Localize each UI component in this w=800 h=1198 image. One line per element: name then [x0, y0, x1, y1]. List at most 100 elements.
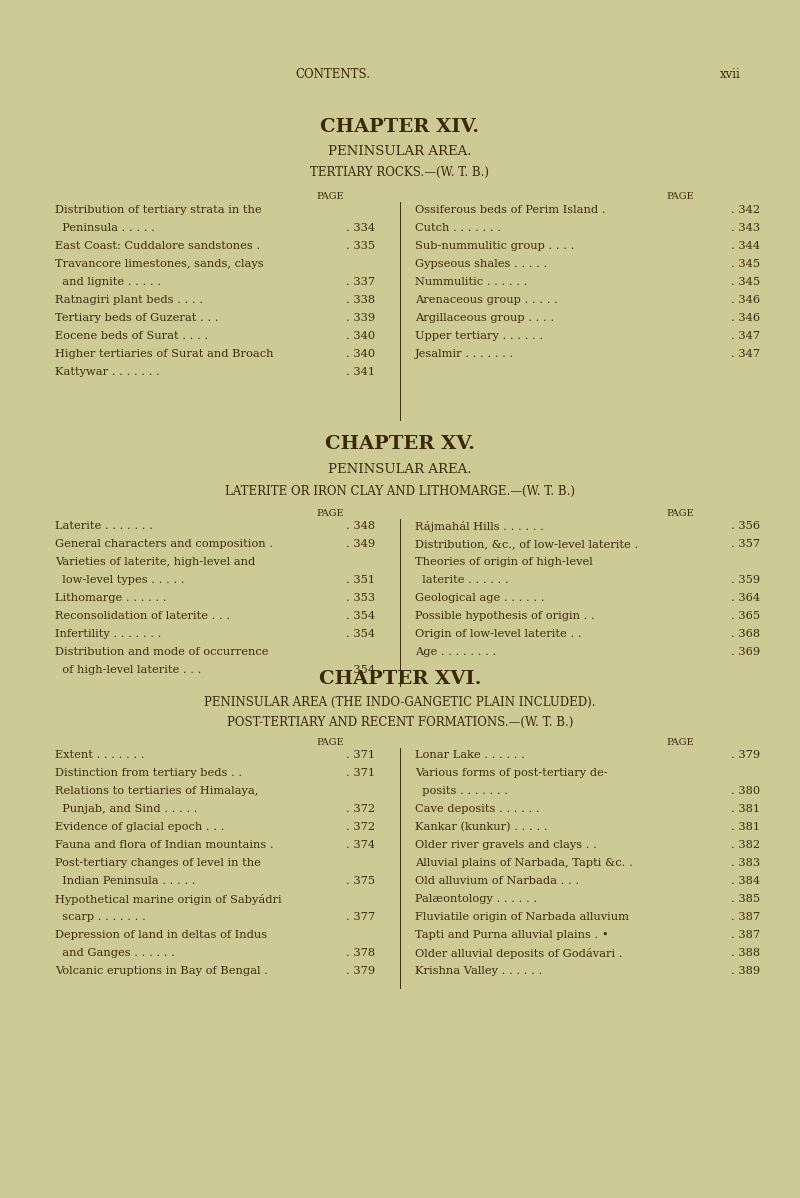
Text: . 345: . 345	[731, 277, 760, 288]
Text: Fauna and flora of Indian mountains .: Fauna and flora of Indian mountains .	[55, 840, 274, 851]
Text: . 359: . 359	[731, 575, 760, 585]
Text: Distribution of tertiary strata in the: Distribution of tertiary strata in the	[55, 205, 262, 214]
Text: . 380: . 380	[731, 786, 760, 795]
Text: . 371: . 371	[346, 768, 375, 778]
Text: Distinction from tertiary beds . .: Distinction from tertiary beds . .	[55, 768, 246, 778]
Text: TERTIARY ROCKS.—(W. T. B.): TERTIARY ROCKS.—(W. T. B.)	[310, 167, 490, 179]
Text: Rájmahál Hills . . . . . .: Rájmahál Hills . . . . . .	[415, 521, 544, 532]
Text: Older alluvial deposits of Godávari .: Older alluvial deposits of Godávari .	[415, 948, 622, 960]
Text: Origin of low-level laterite . .: Origin of low-level laterite . .	[415, 629, 582, 639]
Text: . 379: . 379	[731, 750, 760, 760]
Text: Indian Peninsula . . . . .: Indian Peninsula . . . . .	[55, 876, 195, 887]
Text: Fluviatile origin of Narbada alluvium: Fluviatile origin of Narbada alluvium	[415, 912, 629, 922]
Text: xvii: xvii	[720, 68, 741, 81]
Text: . 365: . 365	[731, 611, 760, 621]
Text: . 388: . 388	[731, 948, 760, 958]
Text: . 340: . 340	[346, 331, 375, 341]
Text: Theories of origin of high-level: Theories of origin of high-level	[415, 557, 593, 567]
Text: Possible hypothesis of origin . .: Possible hypothesis of origin . .	[415, 611, 594, 621]
Text: . 342: . 342	[731, 205, 760, 214]
Text: . 346: . 346	[731, 295, 760, 305]
Text: Gypseous shales . . . . .: Gypseous shales . . . . .	[415, 259, 547, 270]
Text: Eocene beds of Surat . . . .: Eocene beds of Surat . . . .	[55, 331, 208, 341]
Text: . 343: . 343	[731, 223, 760, 232]
Text: Distribution, &c., of low-level laterite .: Distribution, &c., of low-level laterite…	[415, 539, 638, 549]
Text: Cutch . . . . . . .: Cutch . . . . . . .	[415, 223, 501, 232]
Text: . 354: . 354	[346, 665, 375, 674]
Text: low-level types . . . . .: low-level types . . . . .	[55, 575, 185, 585]
Text: CONTENTS.: CONTENTS.	[295, 68, 370, 81]
Text: Punjab, and Sind . . . . .: Punjab, and Sind . . . . .	[55, 804, 198, 813]
Text: PAGE: PAGE	[316, 738, 344, 748]
Text: Infertility . . . . . . .: Infertility . . . . . . .	[55, 629, 162, 639]
Text: . 387: . 387	[731, 912, 760, 922]
Text: Jesalmir . . . . . . .: Jesalmir . . . . . . .	[415, 349, 514, 359]
Text: . 379: . 379	[346, 966, 375, 976]
Text: . 348: . 348	[346, 521, 375, 531]
Text: POST-TERTIARY AND RECENT FORMATIONS.—(W. T. B.): POST-TERTIARY AND RECENT FORMATIONS.—(W.…	[227, 716, 573, 730]
Text: . 369: . 369	[731, 647, 760, 657]
Text: . 378: . 378	[346, 948, 375, 958]
Text: Cave deposits . . . . . .: Cave deposits . . . . . .	[415, 804, 540, 813]
Text: and Ganges . . . . . .: and Ganges . . . . . .	[55, 948, 175, 958]
Text: Evidence of glacial epoch . . .: Evidence of glacial epoch . . .	[55, 822, 224, 831]
Text: . 374: . 374	[346, 840, 375, 851]
Text: scarp . . . . . . .: scarp . . . . . . .	[55, 912, 146, 922]
Text: . 387: . 387	[731, 930, 760, 940]
Text: . 341: . 341	[346, 367, 375, 377]
Text: Alluvial plains of Narbada, Tapti &c. .: Alluvial plains of Narbada, Tapti &c. .	[415, 858, 633, 869]
Text: Age . . . . . . . .: Age . . . . . . . .	[415, 647, 496, 657]
Text: Sub-nummulitic group . . . .: Sub-nummulitic group . . . .	[415, 241, 574, 252]
Text: . 372: . 372	[346, 822, 375, 831]
Text: . 357: . 357	[731, 539, 760, 549]
Text: . 351: . 351	[346, 575, 375, 585]
Text: PENINSULAR AREA (THE INDO-GANGETIC PLAIN INCLUDED).: PENINSULAR AREA (THE INDO-GANGETIC PLAIN…	[204, 696, 596, 709]
Text: . 334: . 334	[346, 223, 375, 232]
Text: Ratnagiri plant beds . . . .: Ratnagiri plant beds . . . .	[55, 295, 203, 305]
Text: Travancore limestones, sands, clays: Travancore limestones, sands, clays	[55, 259, 264, 270]
Text: PAGE: PAGE	[666, 509, 694, 518]
Text: . 377: . 377	[346, 912, 375, 922]
Text: PENINSULAR AREA.: PENINSULAR AREA.	[328, 145, 472, 158]
Text: CHAPTER XV.: CHAPTER XV.	[325, 435, 475, 453]
Text: . 371: . 371	[346, 750, 375, 760]
Text: . 340: . 340	[346, 349, 375, 359]
Text: Depression of land in deltas of Indus: Depression of land in deltas of Indus	[55, 930, 267, 940]
Text: Varieties of laterite, high-level and: Varieties of laterite, high-level and	[55, 557, 255, 567]
Text: of high-level laterite . . .: of high-level laterite . . .	[55, 665, 202, 674]
Text: . 389: . 389	[731, 966, 760, 976]
Text: Post-tertiary changes of level in the: Post-tertiary changes of level in the	[55, 858, 261, 869]
Text: . 346: . 346	[731, 313, 760, 323]
Text: Palæontology . . . . . .: Palæontology . . . . . .	[415, 894, 537, 904]
Text: . 349: . 349	[346, 539, 375, 549]
Text: . 335: . 335	[346, 241, 375, 252]
Text: Older river gravels and clays . .: Older river gravels and clays . .	[415, 840, 597, 851]
Text: . 353: . 353	[346, 593, 375, 603]
Text: . 347: . 347	[731, 331, 760, 341]
Text: . 372: . 372	[346, 804, 375, 813]
Text: East Coast: Cuddalore sandstones .: East Coast: Cuddalore sandstones .	[55, 241, 264, 252]
Text: Kankar (kunkur) . . . . .: Kankar (kunkur) . . . . .	[415, 822, 547, 833]
Text: Old alluvium of Narbada . . .: Old alluvium of Narbada . . .	[415, 876, 579, 887]
Text: . 356: . 356	[731, 521, 760, 531]
Text: Kattywar . . . . . . .: Kattywar . . . . . . .	[55, 367, 160, 377]
Text: . 345: . 345	[731, 259, 760, 270]
Text: laterite . . . . . .: laterite . . . . . .	[415, 575, 509, 585]
Text: . 384: . 384	[731, 876, 760, 887]
Text: Distribution and mode of occurrence: Distribution and mode of occurrence	[55, 647, 269, 657]
Text: . 382: . 382	[731, 840, 760, 851]
Text: . 381: . 381	[731, 804, 760, 813]
Text: . 354: . 354	[346, 611, 375, 621]
Text: Geological age . . . . . .: Geological age . . . . . .	[415, 593, 545, 603]
Text: Ossiferous beds of Perim Island .: Ossiferous beds of Perim Island .	[415, 205, 609, 214]
Text: PENINSULAR AREA.: PENINSULAR AREA.	[328, 462, 472, 476]
Text: . 375: . 375	[346, 876, 375, 887]
Text: Various forms of post-tertiary de-: Various forms of post-tertiary de-	[415, 768, 608, 778]
Text: CHAPTER XVI.: CHAPTER XVI.	[318, 670, 482, 688]
Text: Laterite . . . . . . .: Laterite . . . . . . .	[55, 521, 153, 531]
Text: . 364: . 364	[731, 593, 760, 603]
Text: and lignite . . . . .: and lignite . . . . .	[55, 277, 161, 288]
Text: Krishna Valley . . . . . .: Krishna Valley . . . . . .	[415, 966, 542, 976]
Text: Extent . . . . . . .: Extent . . . . . . .	[55, 750, 145, 760]
Text: Upper tertiary . . . . . .: Upper tertiary . . . . . .	[415, 331, 543, 341]
